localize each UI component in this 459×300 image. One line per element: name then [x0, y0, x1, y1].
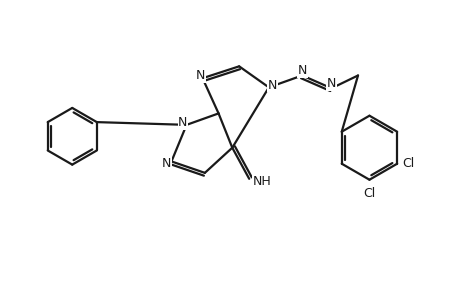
Text: N: N: [326, 77, 336, 90]
Text: N: N: [162, 157, 171, 170]
Text: N: N: [267, 79, 277, 92]
Text: N: N: [178, 116, 187, 129]
Text: N: N: [195, 69, 205, 82]
Text: N: N: [297, 64, 306, 77]
Text: Cl: Cl: [402, 157, 414, 170]
Text: NH: NH: [252, 175, 271, 188]
Text: Cl: Cl: [363, 187, 375, 200]
